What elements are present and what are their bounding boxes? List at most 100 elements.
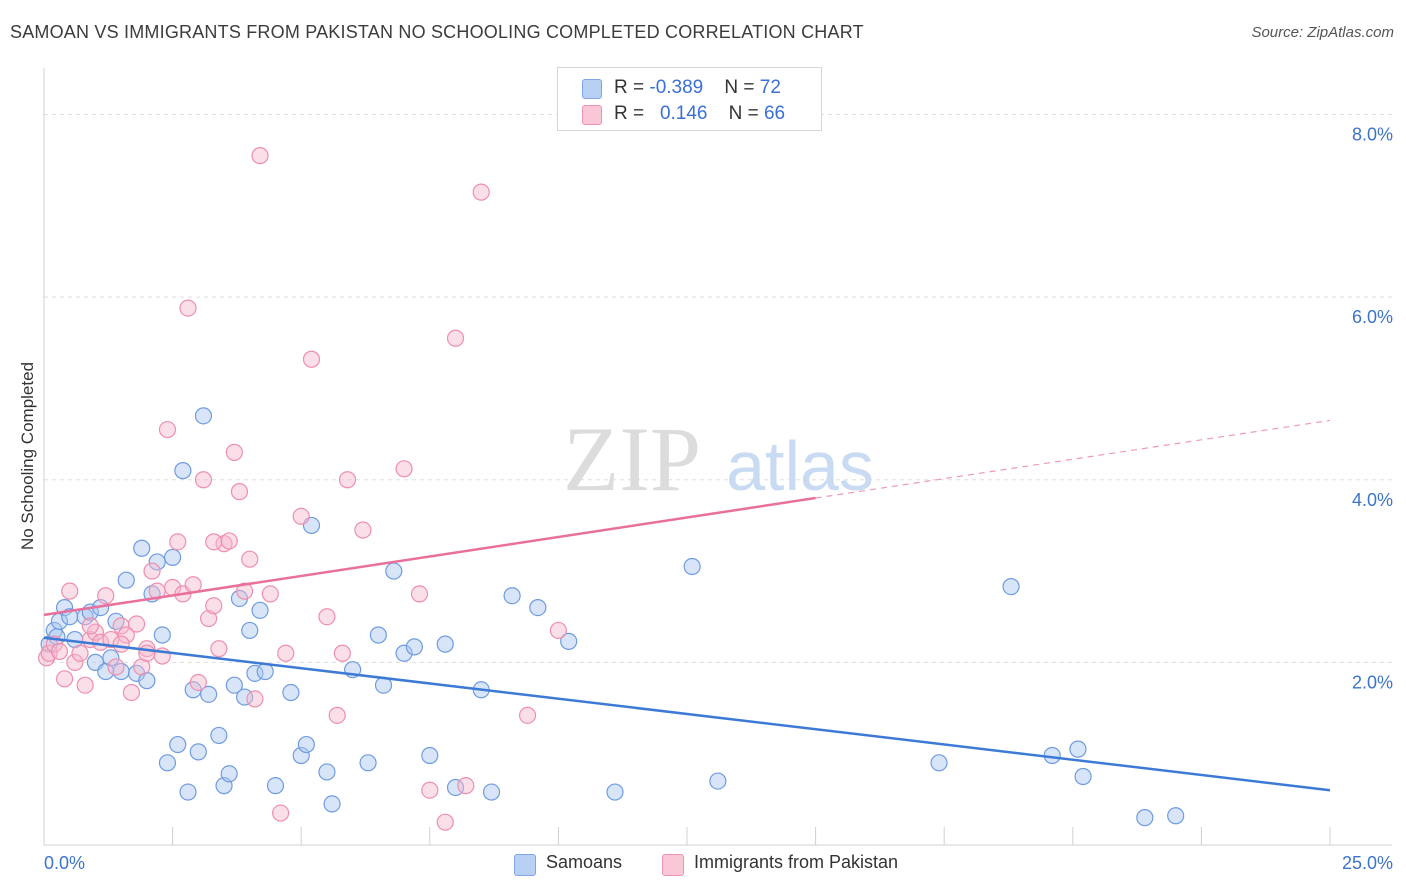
data-point <box>292 507 310 525</box>
watermark: ZIP atlas <box>563 408 874 510</box>
data-point <box>436 635 454 653</box>
legend-swatch-samoans <box>514 854 536 876</box>
data-point <box>1074 767 1092 786</box>
series-legend: Samoans Immigrants from Pakistan <box>0 851 1406 877</box>
data-point <box>410 585 429 603</box>
data-point <box>122 683 141 702</box>
data-point <box>446 329 465 347</box>
data-point <box>220 765 238 783</box>
data-point <box>102 649 120 667</box>
chart-title: SAMOAN VS IMMIGRANTS FROM PAKISTAN NO SC… <box>10 22 864 42</box>
data-point <box>421 781 439 799</box>
data-point <box>359 754 377 772</box>
data-point <box>200 685 218 703</box>
data-point <box>395 460 413 478</box>
data-point <box>318 608 336 626</box>
data-point <box>174 462 192 480</box>
data-point <box>683 557 701 576</box>
legend-swatch-samoans <box>582 79 602 99</box>
data-point <box>66 653 84 671</box>
data-point <box>225 443 243 461</box>
correlation-legend: R = -0.389 N = 72 R = 0.146 N = 66 <box>557 67 822 131</box>
data-point <box>169 735 187 754</box>
data-point <box>169 533 187 551</box>
data-point <box>472 183 490 201</box>
data-point <box>261 585 279 603</box>
data-point <box>297 735 315 754</box>
data-point <box>153 626 171 644</box>
data-point <box>1167 807 1185 825</box>
data-point <box>251 601 269 619</box>
data-point <box>225 676 243 694</box>
data-point <box>179 783 197 801</box>
data-point <box>503 587 521 605</box>
data-point <box>205 533 223 551</box>
data-point <box>194 407 213 425</box>
data-point <box>112 635 130 653</box>
data-point <box>164 548 182 566</box>
data-point <box>158 754 177 772</box>
data-point <box>71 644 89 662</box>
data-point <box>143 562 161 580</box>
legend-label-samoans: Samoans <box>546 852 623 872</box>
data-point <box>241 621 259 640</box>
data-point <box>405 638 423 656</box>
data-point <box>194 471 213 489</box>
r-value-pakistan: 0.146 <box>659 103 708 124</box>
data-point <box>55 670 74 688</box>
data-point <box>560 632 578 650</box>
data-point <box>189 743 207 761</box>
data-point <box>1136 809 1154 827</box>
data-point <box>236 582 254 600</box>
data-point <box>107 612 125 630</box>
axes <box>43 68 1392 846</box>
tick-labels: 2.0% 4.0% 6.0% 8.0% 0.0% 25.0% <box>44 125 1393 873</box>
data-point <box>272 804 290 822</box>
data-point <box>606 783 624 801</box>
data-point <box>1069 740 1087 758</box>
x-tick-label: 25.0% <box>1342 853 1393 873</box>
data-point <box>117 571 135 589</box>
data-point <box>102 630 120 649</box>
data-point <box>292 746 310 765</box>
data-point <box>97 587 115 605</box>
data-point <box>323 795 341 813</box>
y-tick-label: 2.0% <box>1352 672 1393 692</box>
n-value-samoans: 72 <box>759 77 781 98</box>
data-point <box>395 644 413 662</box>
data-point <box>107 658 125 676</box>
data-point <box>133 539 151 557</box>
watermark-atlas: atlas <box>726 427 874 505</box>
data-point <box>210 726 228 745</box>
trend-line-pakistan-extension <box>815 419 1331 499</box>
n-value-pakistan: 66 <box>763 103 786 124</box>
data-point <box>436 813 454 831</box>
data-point <box>200 609 218 628</box>
data-point <box>127 615 146 633</box>
source-label: Source: ZipAtlas.com <box>1251 24 1394 41</box>
data-point <box>138 644 156 662</box>
data-point <box>277 644 295 662</box>
series-pakistan-points <box>37 147 568 831</box>
data-point <box>210 640 228 658</box>
data-point <box>457 777 475 795</box>
data-point <box>282 683 300 702</box>
data-point <box>81 617 99 635</box>
data-point <box>385 562 403 580</box>
trend-lines <box>43 419 1331 792</box>
data-point <box>251 147 269 165</box>
r-label: R = <box>614 103 650 124</box>
n-label: N = <box>724 77 760 98</box>
data-point <box>246 690 264 708</box>
data-point <box>158 420 177 439</box>
data-point <box>930 754 948 772</box>
legend-label-pakistan: Immigrants from Pakistan <box>694 852 899 872</box>
r-label: R = <box>614 77 650 98</box>
data-point <box>241 550 259 568</box>
data-point <box>482 783 501 801</box>
data-point <box>117 626 135 644</box>
data-point <box>518 706 537 724</box>
legend-swatch-pakistan <box>662 854 684 876</box>
data-point <box>369 626 387 644</box>
data-point <box>76 676 94 694</box>
